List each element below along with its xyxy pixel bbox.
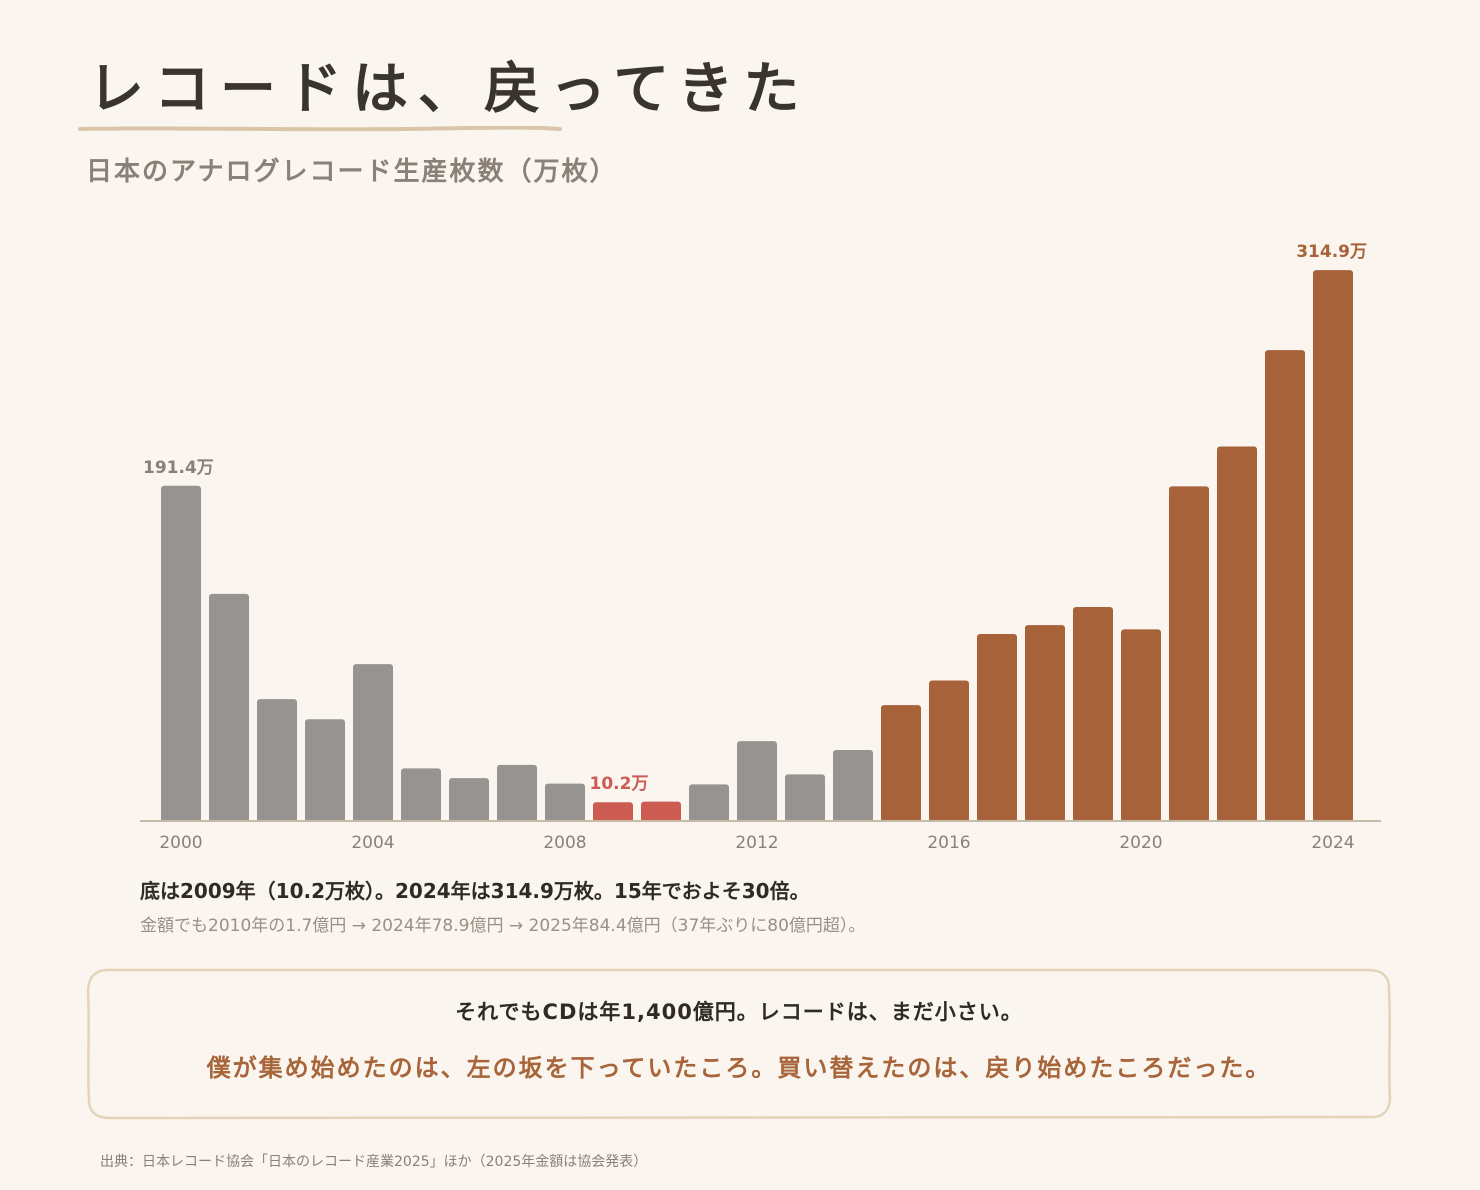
x-tick-label: 2024 [1311,833,1354,853]
x-tick-label: 2016 [927,833,970,853]
chart-subtitle: 日本のアナログレコード生産枚数（万枚） [86,157,618,187]
x-tick-label: 2000 [159,833,202,853]
callout-border [86,968,1392,1120]
summary-text: 底は2009年（10.2万枚）。2024年は314.9万枚。15年でおよそ30倍… [140,879,810,903]
x-tick-label: 2004 [351,833,394,853]
callout-line-2: 僕が集め始めたのは、左の坂を下っていたころ。買い替えたのは、戻り始めたころだった… [206,1054,1272,1082]
data-label-2000: 191.4万 [143,458,214,478]
detail-text: 金額でも2010年の1.7億円 → 2024年78.9億円 → 2025年84.… [140,916,866,936]
callout-line-1: それでもCDは年1,400億円。レコードは、まだ小さい。 [455,1000,1023,1024]
bar-2009 [593,802,633,822]
bar-2016 [929,680,969,822]
bar-2020 [1121,629,1161,822]
bar-2015 [881,705,921,822]
bar-2012 [737,741,777,822]
bar-2021 [1169,486,1209,822]
source-note: 出典：日本レコード協会「日本のレコード産業2025」ほか（2025年金額は協会発… [100,1154,648,1170]
x-tick-label: 2020 [1119,833,1162,853]
bar-2011 [689,784,729,822]
data-label-2009: 10.2万 [590,774,649,794]
x-tick-label: 2012 [735,833,778,853]
data-label-2024: 314.9万 [1296,242,1367,262]
bar-2001 [209,593,249,822]
bar-2010 [641,801,681,822]
bar-chart: 2000 2004 2008 2012 2016 2020 2024 191.4万 10.2万 3… [140,242,1381,853]
bar-2023 [1265,350,1305,822]
bar-2006 [449,778,489,822]
bar-2022 [1217,446,1257,822]
bar-2007 [497,764,537,822]
bar-2008 [545,783,585,822]
bar-2014 [833,749,873,822]
bar-2013 [785,774,825,822]
bar-2002 [257,699,297,822]
x-tick-label: 2008 [543,833,586,853]
bar-2003 [305,719,345,822]
page-title: レコードは、戻ってきた [88,57,810,122]
bar-2024 [1313,270,1353,823]
bar-2004 [353,664,393,822]
bar-2000 [161,485,201,822]
callout-box: それでもCDは年1,400億円。レコードは、まだ小さい。 僕が集め始めたのは、左… [86,968,1392,1120]
title-underline [78,126,562,132]
bar-2017 [977,634,1017,822]
bar-2018 [1025,625,1065,822]
bar-2019 [1073,606,1113,822]
bar-2005 [401,768,441,822]
